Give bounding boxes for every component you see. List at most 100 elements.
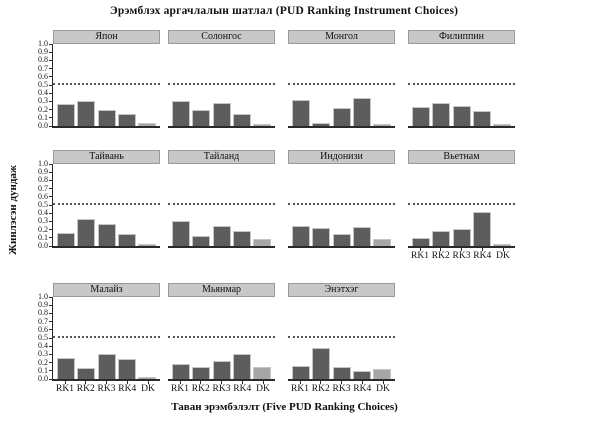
bar-taiwan-rk3: [97, 223, 116, 246]
y-tick-label: 1.0: [38, 159, 48, 168]
bar-thailand-rk3: [212, 225, 231, 246]
reference-line-0-5: [168, 83, 275, 85]
bar-group-vietnam: [408, 164, 515, 246]
panel-myanmar: Мьянмар RK1 RK2 RK3 RK4 DK: [168, 283, 275, 394]
bar-mongolia-dk: [373, 123, 391, 126]
x-tick-mark: [106, 381, 107, 384]
y-tick-mark: [49, 100, 53, 102]
y-tick-mark: [49, 117, 53, 119]
reference-line-0-5: [168, 203, 275, 205]
panel-title-philippines: Филиппин: [439, 31, 484, 42]
y-tick-label: 0.4: [38, 208, 48, 218]
reference-line-0-5: [53, 336, 160, 338]
x-tick-mark: [502, 248, 504, 251]
y-tick-mark: [49, 312, 53, 314]
x-tick-label-rk4: RK4: [117, 381, 137, 395]
x-axis-labels-vietnam: RK1 RK2 RK3 RK4 DK: [408, 248, 515, 262]
bar-group-taiwan: [53, 164, 160, 246]
x-tick-mark: [200, 381, 202, 384]
bar-group-mongolia: [288, 44, 395, 126]
y-tick-label: 0.4: [38, 341, 48, 351]
y-axis-title: Жинлэсэн дундаж: [7, 165, 19, 255]
bar-malaysia-dk: [138, 377, 156, 379]
x-axis-title: Таван эрэмбэлэлт (Five PUD Ranking Choic…: [171, 401, 398, 413]
bar-group-india: [288, 297, 395, 379]
x-tick-label-rk2: RK2: [311, 381, 331, 395]
panel-header-philippines: Филиппин: [408, 30, 515, 44]
x-tick-label-dk: DK: [138, 381, 158, 395]
panel-header-malaysia: Малайз: [53, 283, 160, 297]
plot-area-thailand: [168, 164, 275, 248]
bar-vietnam-rk2: [432, 231, 451, 246]
y-tick-label: 0.3: [38, 216, 48, 226]
y-tick-mark: [49, 353, 53, 355]
bar-korea-rk1: [172, 101, 190, 126]
x-tick-mark: [382, 381, 384, 384]
bar-india-rk2: [312, 347, 331, 379]
x-axis-labels-india: RK1 RK2 RK3 RK4 DK: [288, 381, 395, 395]
y-tick-mark: [49, 345, 53, 347]
panel-japan: Япон 0.0 0.1 0.2 0.3 0.4 0.5 0.6 0.7 0.8 0.9 1.0: [38, 30, 160, 130]
bar-india-rk4: [352, 370, 371, 379]
bar-philippines-rk2: [432, 103, 451, 126]
bar-korea-rk3: [212, 103, 231, 126]
bar-myanmar-rk2: [192, 366, 211, 379]
y-tick-mark: [49, 163, 53, 165]
bar-group-thailand: [168, 164, 275, 246]
y-tick-mark: [49, 109, 53, 111]
y-tick-mark: [49, 51, 53, 53]
panel-title-indonesia: Индонизи: [320, 151, 363, 162]
bar-group-japan: [53, 44, 160, 126]
x-tick-label-dk: DK: [373, 381, 393, 395]
reference-line-0-5: [53, 83, 160, 85]
bar-group-indonesia: [288, 164, 395, 246]
y-tick-label: 0.6: [38, 71, 48, 81]
bar-taiwan-rk4: [117, 233, 136, 246]
bar-mongolia-rk2: [312, 122, 331, 126]
panel-header-myanmar: Мьянмар: [168, 283, 275, 297]
y-tick-label: 0.6: [38, 191, 48, 201]
bar-philippines-dk: [493, 124, 511, 126]
panel-header-taiwan: Тайвань: [53, 150, 160, 164]
x-tick-label-rk1: RK1: [410, 248, 430, 262]
x-tick-mark: [299, 381, 301, 384]
plot-area-malaysia: 0.0 0.1 0.2 0.3 0.4 0.5 0.6 0.7 0.8 0.9 1.0: [38, 292, 160, 383]
bar-group-malaysia: [53, 297, 160, 379]
y-tick-label: 0.5: [38, 333, 48, 342]
y-tick-label: 0.8: [38, 308, 48, 318]
y-tick-label: 0.1: [38, 112, 48, 122]
bar-taiwan-rk1: [57, 232, 75, 246]
bar-malaysia-rk1: [57, 357, 75, 379]
y-tick-label: 0.3: [38, 96, 48, 106]
panel-header-india: Энэтхэг: [288, 283, 395, 297]
x-tick-label-rk4: RK4: [472, 248, 492, 262]
x-tick-label-dk: DK: [253, 381, 273, 395]
y-tick-mark: [49, 196, 53, 198]
x-tick-label-rk3: RK3: [97, 381, 117, 395]
panel-title-myanmar: Мьянмар: [201, 284, 242, 295]
bar-myanmar-rk1: [172, 364, 190, 379]
plot-area-vietnam: [408, 164, 515, 248]
panel-header-japan: Япон: [53, 30, 160, 44]
x-tick-mark: [221, 381, 222, 384]
y-tick-label: 0.7: [38, 316, 48, 326]
panel-thailand: Тайланд: [168, 150, 275, 248]
x-tick-mark: [440, 248, 442, 251]
x-axis-labels-myanmar: RK1 RK2 RK3 RK4 DK: [168, 381, 275, 395]
bar-japan-rk2: [77, 100, 96, 126]
panel-title-malaysia: Малайз: [90, 284, 123, 295]
panel-header-vietnam: Вьетнам: [408, 150, 515, 164]
y-tick-mark: [49, 125, 53, 127]
y-tick-label: 0.8: [38, 55, 48, 65]
x-tick-label-rk2: RK2: [191, 381, 211, 395]
bar-vietnam-rk3: [452, 228, 471, 246]
bar-myanmar-dk: [253, 366, 271, 379]
y-tick-label: 0.9: [38, 167, 48, 177]
panel-title-korea: Солонгос: [201, 31, 242, 42]
y-tick-mark: [49, 304, 53, 306]
panel-mongolia: Монгол: [288, 30, 395, 128]
bar-philippines-rk1: [412, 107, 430, 126]
y-tick-label: 0.9: [38, 300, 48, 310]
y-tick-mark: [49, 188, 53, 190]
x-tick-mark: [320, 381, 322, 384]
